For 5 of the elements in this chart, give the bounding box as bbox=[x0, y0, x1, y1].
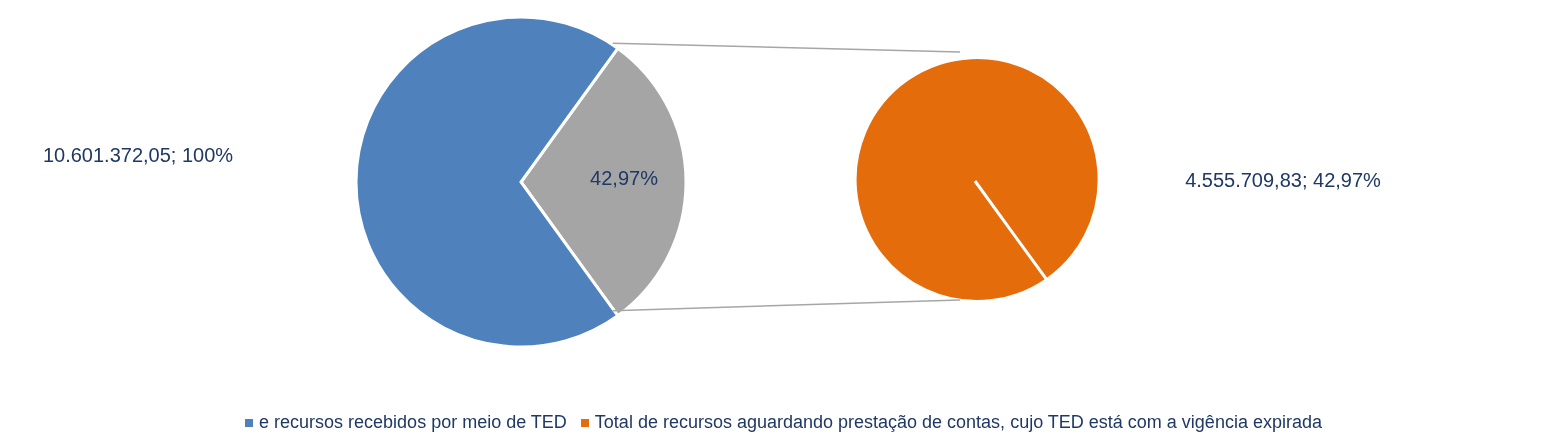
data-label: 10.601.372,05; 100% bbox=[42, 144, 234, 166]
data-label: 4.555.709,83; 42,97% bbox=[1185, 169, 1382, 191]
legend-label: e recursos recebidos por meio de TED bbox=[259, 412, 567, 433]
legend-label: Total de recursos aguardando prestação de contas, cujo TED está com a vigência expirada bbox=[594, 412, 1322, 433]
text: 42,97% bbox=[590, 167, 659, 189]
